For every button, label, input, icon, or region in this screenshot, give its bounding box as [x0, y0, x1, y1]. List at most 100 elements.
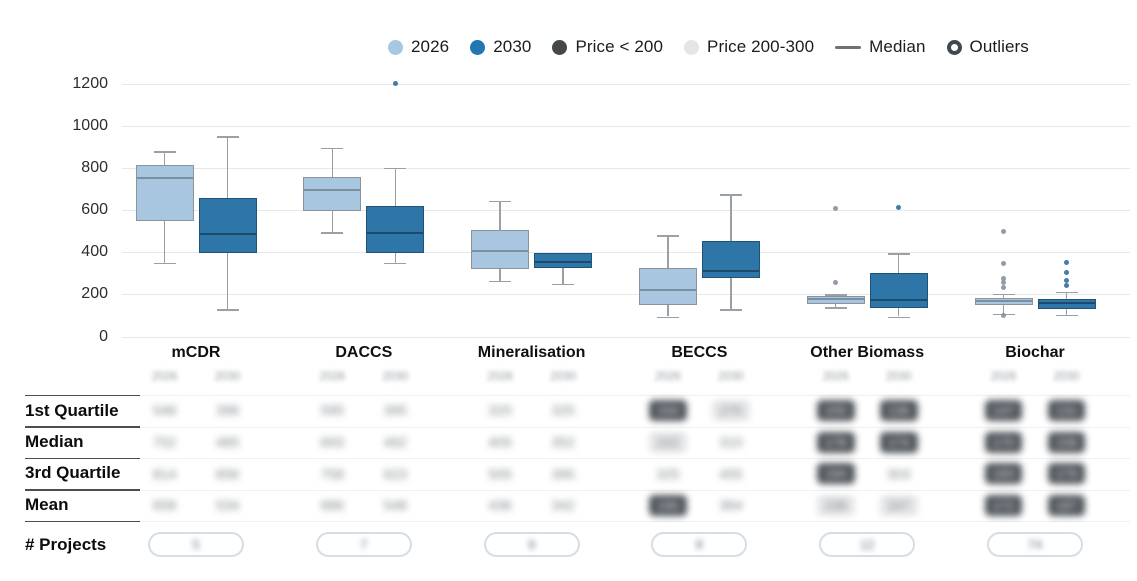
table-row-divider: [25, 426, 1130, 428]
box-2026-mineralisation: [471, 230, 530, 269]
projects-count: 12: [859, 537, 875, 552]
box-2026-beccs-median-line: [639, 288, 696, 291]
box-2030-biochar-outlier: [1064, 269, 1069, 275]
table-cell-mcdr: 534: [196, 493, 260, 517]
chart-legend: 2026 2030 Price < 200 Price 200-300 Median Ou…: [388, 36, 1029, 58]
table-subheader-2030: 2030: [718, 371, 744, 383]
box-2026-mineralisation-median-line: [472, 250, 529, 253]
y-axis-tick-label: 400: [81, 243, 108, 261]
table-cell-beccs: 455: [699, 462, 763, 486]
table-value: 325: [551, 402, 575, 418]
table-value: 534: [215, 497, 240, 513]
x-axis-category-label: mCDR: [171, 344, 221, 361]
legend-item-price-200-300: Price 200-300: [684, 37, 814, 57]
table-subheader-2030: 2030: [214, 371, 241, 383]
table-cell-biochar: 170: [972, 430, 1036, 454]
y-axis-tick-label: 0: [99, 327, 108, 345]
table-cell-biochar: 172: [972, 493, 1036, 517]
projects-count: 5: [192, 537, 200, 552]
box-2026-daccs: [303, 176, 362, 212]
gridline-1200: [122, 83, 1130, 85]
table-value: 455: [719, 465, 743, 482]
table-subheader-2026: 2026: [151, 371, 178, 383]
box-2030-biochar-outlier: [1064, 259, 1069, 265]
table-label-divider: [25, 489, 140, 491]
box-2030-mineralisation-whisker: [562, 253, 564, 284]
table-cell-mcdr: 814: [133, 462, 197, 486]
box-2030-mineralisation-median-line: [535, 261, 592, 264]
box-2030-mcdr-median-line: [199, 233, 256, 236]
table-cell-mineralisation: 320: [468, 398, 532, 422]
box-2030-biochar-outlier: [1064, 283, 1069, 288]
box-2026-biochar-outlier: [1001, 279, 1006, 285]
gridline-0: [122, 336, 1130, 338]
price-band-chip: 190: [649, 494, 687, 516]
table-cell-other-biomass: 303: [867, 462, 931, 486]
table-value: 758: [320, 465, 344, 482]
x-axis-category-label: Biochar: [1005, 344, 1065, 361]
box-2030-beccs: [701, 240, 760, 279]
box-2030-mcdr: [198, 198, 257, 253]
table-label-divider: [25, 426, 140, 428]
box-2030-mcdr-whisker-cap-top: [216, 136, 239, 138]
legend-label: 2030: [493, 37, 532, 56]
price-band-chip: 170: [984, 431, 1023, 453]
box-2030-mcdr-whisker-cap-bottom: [216, 309, 239, 311]
gridline-400: [122, 252, 1130, 254]
table-label-divider: [25, 520, 140, 522]
table-cell-daccs: 395: [363, 398, 427, 422]
table-cell-beccs: 222: [636, 430, 700, 454]
price-band-chip: 150: [649, 399, 687, 421]
gridline-200: [122, 294, 1130, 296]
table-cell-mineralisation: 342: [531, 493, 595, 517]
box-2030-other-biomass-median-line: [870, 298, 927, 301]
table-cell-biochar: 131: [1035, 398, 1099, 422]
box-2030-beccs-whisker-cap-bottom: [719, 309, 742, 311]
table-row-divider: [25, 395, 1130, 396]
price-band-chip: 183: [984, 463, 1023, 484]
row-label-mean: Mean: [25, 495, 69, 514]
table-cell-mineralisation: 505: [468, 462, 532, 486]
table-cell-daccs: 492: [363, 430, 427, 454]
box-2026-biochar-outlier: [1001, 312, 1006, 318]
table-cell-biochar: 158: [1035, 430, 1099, 454]
x-axis-category-label: Mineralisation: [477, 344, 586, 361]
box-2026-mcdr-whisker-cap-bottom: [153, 262, 176, 265]
legend-item-price-200: Price < 200: [552, 37, 663, 57]
table-cell-mineralisation: 436: [468, 493, 532, 517]
price-band-chip: 222: [649, 431, 687, 453]
row-label-projects: # Projects: [25, 535, 107, 554]
projects-count-pill: 7: [315, 532, 412, 557]
table-value: 505: [488, 465, 512, 482]
table-cell-mineralisation: 325: [531, 398, 595, 422]
legend-item-2026: 2026: [388, 37, 449, 57]
table-value: 352: [551, 434, 575, 450]
table-cell-beccs: 325: [636, 462, 700, 486]
table-value: 436: [488, 497, 512, 513]
box-2030-other-biomass-outlier: [896, 205, 902, 211]
box-2030-daccs-outlier: [392, 81, 398, 86]
table-row-divider: [25, 458, 1130, 459]
price-band-chip: 158: [1047, 431, 1086, 453]
box-2030-daccs-whisker-cap-bottom: [384, 262, 407, 265]
gridline-800: [122, 167, 1130, 169]
legend-median-line-icon: [835, 45, 862, 49]
table-cell-daccs: 758: [300, 462, 364, 486]
table-cell-mcdr: 548: [133, 398, 197, 422]
table-value: 395: [551, 465, 575, 482]
legend-label: Median: [869, 37, 926, 56]
box-2030-biochar-whisker-cap-top: [1055, 291, 1078, 294]
x-axis-category-label: DACCS: [335, 344, 393, 361]
projects-count: 9: [527, 537, 536, 552]
box-2030-daccs: [366, 205, 425, 254]
box-2030-other-biomass-whisker-cap-bottom: [887, 316, 910, 318]
price-band-chip: 147: [984, 399, 1023, 421]
table-cell-beccs: 275: [699, 398, 763, 422]
table-cell-mcdr: 396: [196, 398, 260, 422]
legend-item-2030: 2030: [470, 37, 531, 57]
y-axis-tick-label: 200: [81, 285, 108, 303]
box-2030-other-biomass: [869, 272, 928, 308]
table-value: 492: [383, 434, 407, 450]
table-cell-mcdr: 656: [196, 462, 260, 486]
